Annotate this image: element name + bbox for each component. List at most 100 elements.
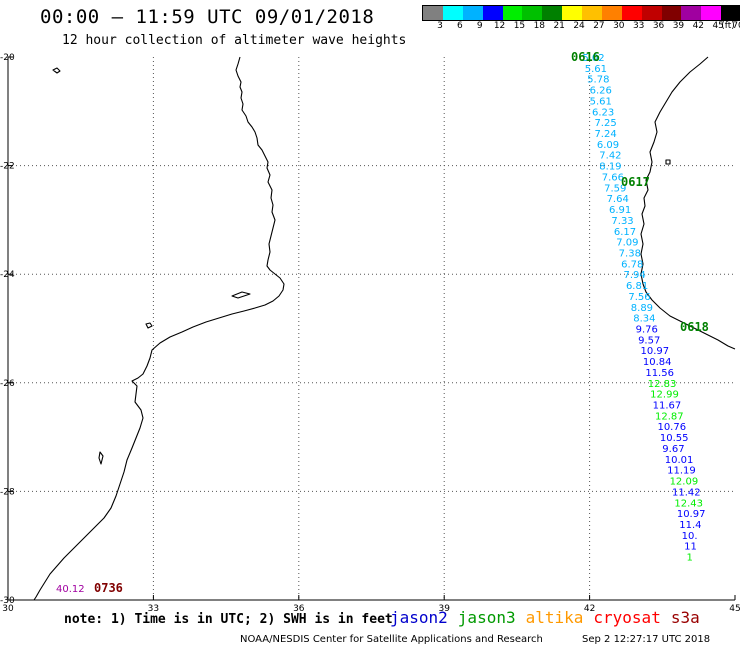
wave-height-value: 6.78 (621, 259, 643, 270)
scale-swatch (423, 6, 443, 20)
wave-height-value: 5.78 (587, 75, 609, 86)
lon-label: 30 (2, 604, 14, 614)
scale-swatch (522, 6, 543, 20)
pass-time-label: 0617 (621, 175, 650, 189)
wave-height-value: 7.64 (607, 194, 629, 205)
scale-swatch (442, 6, 463, 20)
wave-height-value: 7.94 (624, 270, 646, 281)
pass-time-label: 0618 (680, 320, 709, 334)
wave-height-value: 7.56 (628, 292, 650, 303)
wave-height-value: 5.02 (582, 53, 604, 64)
scale-tick-label: 6 (456, 21, 463, 31)
wave-height-value: 10.84 (643, 357, 672, 368)
scale-swatch (462, 6, 483, 20)
scale-tick-label: 9 (476, 21, 483, 31)
scale-tick-label: 24 (573, 21, 585, 31)
lon-label: 36 (293, 604, 305, 614)
wave-height-value: 6.91 (609, 205, 631, 216)
scale-swatch (562, 6, 582, 20)
scale-tick-label: 30 (613, 21, 625, 31)
scale-tick-label: 18 (533, 21, 546, 31)
satellite-legend-altika: altika (525, 608, 584, 627)
satellite-legend: jason2 jason3 altika cryosat s3a (390, 608, 710, 627)
wave-height-value: 9.67 (662, 444, 684, 455)
wave-height-value: 12.43 (674, 498, 703, 509)
scale-swatch (482, 6, 503, 20)
wave-height-value: 1 (687, 553, 693, 564)
wave-height-value: 11.67 (653, 401, 682, 412)
wave-height-value: 7.09 (616, 238, 638, 249)
scale-tick-label: 70 (732, 21, 740, 31)
wave-height-value: 6.81 (626, 281, 648, 292)
wave-height-value: 7.42 (599, 151, 621, 162)
map-frame (7, 56, 736, 601)
lon-label: 33 (148, 604, 159, 614)
islet-shape (231, 291, 251, 299)
wave-height-value: 7.66 (602, 172, 624, 183)
scale-swatch (621, 6, 642, 20)
wave-height-value: 10.55 (660, 433, 689, 444)
scale-tick-label: 45 (712, 21, 724, 31)
pass-time-label: 0736 (94, 581, 123, 595)
lon-label: 45 (729, 604, 740, 614)
footer-timestamp: Sep 2 12:27:17 UTC 2018 (582, 634, 711, 645)
wave-height-value: 12.87 (655, 411, 684, 422)
wave-height-value: 10.01 (665, 455, 694, 466)
wave-height-value: 7.25 (594, 118, 616, 129)
islet-shape (665, 159, 671, 165)
satellite-legend-cryosat: cryosat (593, 608, 661, 627)
lat-label: -24 (0, 270, 15, 280)
lon-label: 42 (584, 604, 595, 614)
color-scale-labels: 36912151821242730333639424570(ft) (422, 21, 740, 33)
lat-label: -20 (0, 53, 15, 63)
wave-height-value: 7.24 (594, 129, 616, 140)
wave-height-value: 11.42 (672, 487, 701, 498)
wave-height-value: 8.19 (599, 162, 621, 173)
satellite-legend-jason3: jason3 (457, 608, 516, 627)
scale-swatch (701, 6, 722, 20)
african-coastline (33, 56, 285, 601)
scale-swatch (721, 6, 740, 20)
wave-height-value: 11 (684, 542, 697, 553)
wave-height-value: 8.89 (631, 303, 653, 314)
wave-height-value: 12.99 (650, 390, 679, 401)
lat-label: -28 (0, 487, 15, 497)
scale-swatch (582, 6, 602, 20)
wave-height-value: 10.97 (677, 509, 706, 520)
wave-height-value: 11.56 (645, 368, 674, 379)
scale-tick-label: 12 (493, 21, 506, 31)
scale-tick-label: 36 (652, 21, 665, 31)
wave-height-value: 6.23 (592, 107, 614, 118)
wave-height-value: 9.57 (638, 335, 660, 346)
wave-height-color-scale (422, 5, 740, 21)
map-title: 00:00 – 11:59 UTC 09/01/2018 (40, 6, 375, 28)
graticule (8, 57, 735, 600)
scale-swatch (542, 6, 563, 20)
satellite-legend-jason2: jason2 (390, 608, 448, 627)
footer-credit: NOAA/NESDIS Center for Satellite Applica… (240, 634, 543, 645)
lat-label: -30 (0, 596, 15, 606)
wave-height-value: 10.76 (657, 422, 686, 433)
madagascar-coastline (640, 56, 736, 350)
footer-note: note: 1) Time is in UTC; 2) SWH is in fe… (64, 612, 393, 627)
scale-swatch (502, 6, 523, 20)
scale-swatch (601, 6, 622, 20)
lon-label: 39 (438, 604, 450, 614)
wave-height-value: 12.09 (670, 477, 699, 488)
scale-tick-label: 15 (513, 21, 526, 31)
scale-tick-label: 3 (437, 21, 443, 31)
wave-height-value: 9.76 (636, 325, 658, 336)
wave-height-value: 11.4 (679, 520, 701, 531)
islet-shape (98, 451, 104, 465)
scale-unit-label: (ft) (721, 21, 735, 31)
scale-tick-label: 27 (593, 21, 605, 31)
wave-height-value: 40.12 (56, 584, 85, 595)
islet-shape (52, 67, 61, 74)
pass-time-label: 0616 (571, 50, 600, 64)
islet-shape (145, 322, 153, 329)
coastline (33, 56, 736, 601)
lat-label: -22 (0, 162, 15, 172)
map-subtitle: 12 hour collection of altimeter wave hei… (62, 33, 407, 48)
